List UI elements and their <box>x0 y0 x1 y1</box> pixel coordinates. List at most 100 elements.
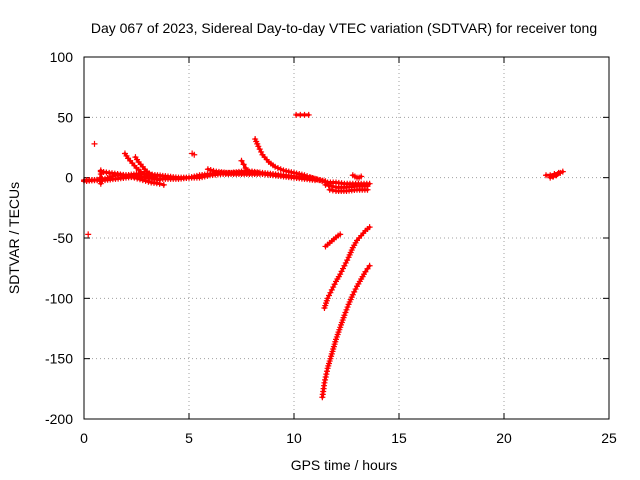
data-point <box>304 173 311 180</box>
data-point <box>325 182 332 189</box>
data-point <box>191 151 198 158</box>
data-point <box>366 224 373 231</box>
series-drop-11.4h <box>321 224 373 311</box>
series-arc-2.5h <box>132 154 163 184</box>
series-cluster-22h <box>543 168 566 181</box>
data-point <box>301 172 308 179</box>
data-point <box>139 177 146 184</box>
data-point <box>341 312 348 319</box>
data-point <box>131 174 138 181</box>
data-point <box>160 181 167 188</box>
data-point <box>123 172 129 179</box>
data-point <box>140 170 147 177</box>
data-point <box>283 168 290 175</box>
x-tick-label: 10 <box>286 430 302 446</box>
data-point <box>305 111 312 118</box>
data-points <box>81 111 566 401</box>
data-point <box>238 157 245 164</box>
y-tick-label: -200 <box>45 411 73 427</box>
series-drop-11.3h <box>319 262 373 401</box>
series-arc-2h <box>121 150 157 181</box>
data-point <box>313 176 320 183</box>
data-point <box>280 167 287 174</box>
data-point <box>186 174 192 181</box>
x-tick-label: 25 <box>601 430 617 446</box>
series-tail-11.8h-b <box>326 186 371 194</box>
plot-frame <box>83 56 610 420</box>
data-point <box>240 161 247 168</box>
series-spur-0.8h <box>97 167 104 187</box>
x-tick-label: 5 <box>185 430 193 446</box>
data-point <box>137 168 144 175</box>
data-point <box>153 175 160 182</box>
data-point <box>156 177 163 184</box>
data-point <box>277 166 284 173</box>
data-point <box>307 174 314 181</box>
series-trace <box>322 225 372 310</box>
data-point <box>274 165 281 172</box>
data-point <box>97 167 104 174</box>
series-drop-11.5h <box>322 231 344 250</box>
series-arc-7.5h <box>238 157 255 175</box>
x-tick-label: 15 <box>391 430 407 446</box>
data-point <box>358 173 365 180</box>
x-tick-label: 20 <box>496 430 512 446</box>
y-tick-label: 0 <box>65 170 73 186</box>
data-point <box>337 231 344 238</box>
data-point <box>344 304 351 311</box>
y-tick-label: -150 <box>45 351 73 367</box>
data-point <box>272 163 279 170</box>
y-tick-label: -100 <box>45 290 73 306</box>
grid-lines <box>84 57 609 419</box>
data-point <box>322 181 329 188</box>
chart-title: Day 067 of 2023, Sidereal Day-to-day VTE… <box>91 20 597 36</box>
data-point <box>104 174 111 181</box>
series-isolated <box>85 140 198 238</box>
data-point <box>107 174 114 181</box>
data-point <box>328 183 335 190</box>
data-point <box>362 268 369 275</box>
data-point <box>326 186 333 193</box>
data-point <box>125 173 132 180</box>
data-point <box>342 309 349 316</box>
data-point <box>291 169 297 176</box>
data-point <box>296 171 303 178</box>
data-point <box>91 140 98 147</box>
data-point <box>207 167 214 174</box>
data-point <box>244 167 251 174</box>
data-point <box>343 306 350 313</box>
data-point <box>364 186 371 193</box>
data-point <box>322 376 329 383</box>
data-point <box>137 176 143 183</box>
data-point <box>553 172 560 179</box>
data-point <box>204 166 211 173</box>
x-tick-label: 0 <box>80 430 88 446</box>
data-point <box>210 167 217 174</box>
data-point <box>323 368 330 375</box>
data-point <box>288 169 295 176</box>
data-point <box>188 174 195 181</box>
data-point <box>191 173 198 180</box>
axis-tick-labels: 0 5 10 15 20 25 -200 -150 -100 -50 0 50 100 <box>45 49 617 446</box>
data-point <box>329 187 336 194</box>
data-point <box>128 173 135 180</box>
data-point <box>547 174 554 181</box>
data-point <box>255 169 262 176</box>
series-arc-6h <box>204 166 262 176</box>
data-point <box>134 175 141 182</box>
data-point <box>310 175 317 182</box>
data-point <box>550 173 557 180</box>
data-point <box>364 265 371 272</box>
data-point <box>323 371 330 378</box>
y-tick-label: 100 <box>50 49 74 65</box>
data-point <box>285 168 292 175</box>
data-point <box>150 173 157 180</box>
data-point <box>102 175 108 182</box>
data-point <box>321 379 328 386</box>
data-point <box>85 231 92 238</box>
y-tick-label: 50 <box>57 109 73 125</box>
data-point <box>142 177 149 184</box>
data-point <box>319 177 325 184</box>
data-point <box>293 170 300 177</box>
